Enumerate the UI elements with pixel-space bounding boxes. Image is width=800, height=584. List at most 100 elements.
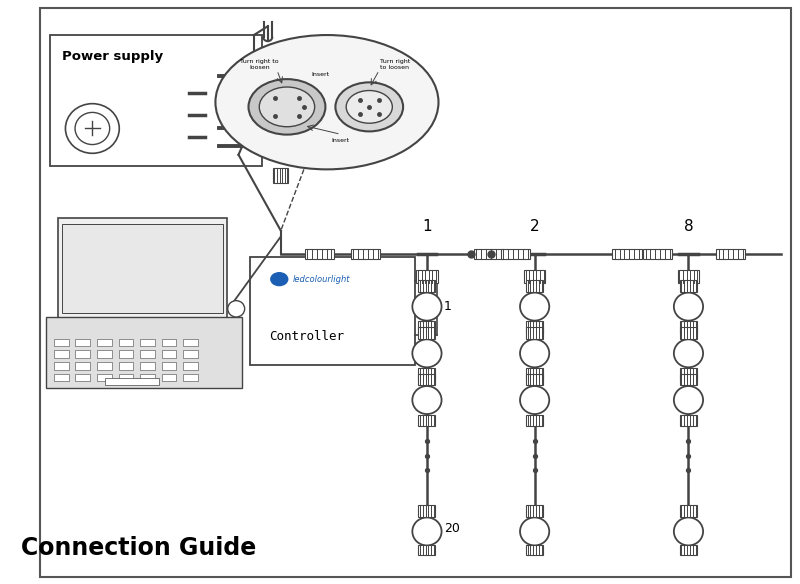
FancyBboxPatch shape (105, 378, 159, 385)
Ellipse shape (215, 35, 438, 169)
Ellipse shape (674, 293, 703, 321)
Ellipse shape (674, 339, 703, 367)
FancyBboxPatch shape (97, 350, 111, 358)
FancyBboxPatch shape (183, 362, 198, 370)
FancyBboxPatch shape (97, 374, 111, 381)
FancyBboxPatch shape (305, 249, 334, 259)
Ellipse shape (520, 386, 550, 414)
FancyBboxPatch shape (418, 415, 435, 426)
FancyBboxPatch shape (716, 249, 746, 259)
FancyBboxPatch shape (140, 374, 154, 381)
Text: Connection Guide: Connection Guide (21, 536, 256, 560)
FancyBboxPatch shape (75, 374, 90, 381)
FancyBboxPatch shape (474, 249, 503, 259)
FancyBboxPatch shape (418, 374, 435, 385)
Text: Power supply: Power supply (62, 50, 162, 62)
FancyBboxPatch shape (140, 339, 154, 346)
FancyBboxPatch shape (526, 545, 543, 555)
Ellipse shape (520, 517, 550, 545)
FancyBboxPatch shape (50, 35, 262, 166)
FancyBboxPatch shape (418, 327, 435, 339)
Text: 1: 1 (422, 218, 432, 234)
FancyBboxPatch shape (680, 374, 697, 385)
FancyBboxPatch shape (54, 374, 69, 381)
FancyBboxPatch shape (680, 280, 697, 292)
FancyBboxPatch shape (416, 270, 438, 283)
FancyBboxPatch shape (643, 249, 672, 259)
FancyBboxPatch shape (162, 339, 176, 346)
Ellipse shape (271, 273, 288, 286)
FancyBboxPatch shape (140, 350, 154, 358)
FancyBboxPatch shape (612, 249, 642, 259)
Text: Insert: Insert (312, 72, 330, 77)
FancyBboxPatch shape (162, 362, 176, 370)
FancyBboxPatch shape (54, 362, 69, 370)
Ellipse shape (412, 517, 442, 545)
FancyBboxPatch shape (54, 339, 69, 346)
FancyBboxPatch shape (183, 350, 198, 358)
FancyBboxPatch shape (118, 374, 133, 381)
Ellipse shape (674, 517, 703, 545)
Text: Controller: Controller (270, 331, 344, 343)
FancyBboxPatch shape (46, 317, 242, 388)
FancyBboxPatch shape (680, 415, 697, 426)
Text: 1: 1 (444, 300, 452, 313)
FancyBboxPatch shape (118, 339, 133, 346)
Ellipse shape (520, 293, 550, 321)
FancyBboxPatch shape (118, 362, 133, 370)
FancyBboxPatch shape (62, 224, 223, 313)
Text: Turn right to
loosen: Turn right to loosen (240, 59, 278, 69)
FancyBboxPatch shape (418, 280, 435, 292)
Ellipse shape (346, 91, 392, 123)
Ellipse shape (259, 87, 314, 127)
FancyBboxPatch shape (501, 249, 530, 259)
Text: ledcolourlight: ledcolourlight (292, 274, 350, 284)
FancyBboxPatch shape (680, 327, 697, 339)
FancyBboxPatch shape (526, 280, 543, 292)
FancyBboxPatch shape (162, 350, 176, 358)
Ellipse shape (66, 103, 119, 153)
FancyBboxPatch shape (58, 218, 227, 319)
FancyBboxPatch shape (526, 327, 543, 339)
Ellipse shape (228, 301, 245, 317)
Ellipse shape (674, 386, 703, 414)
FancyBboxPatch shape (526, 505, 543, 517)
Text: Turn right
to loosen: Turn right to loosen (379, 59, 410, 69)
FancyBboxPatch shape (526, 321, 543, 333)
Text: 20: 20 (444, 522, 460, 535)
Ellipse shape (412, 386, 442, 414)
FancyBboxPatch shape (526, 368, 543, 380)
FancyBboxPatch shape (526, 374, 543, 385)
FancyBboxPatch shape (250, 257, 415, 365)
Text: 2: 2 (530, 218, 539, 234)
FancyBboxPatch shape (75, 350, 90, 358)
FancyBboxPatch shape (418, 321, 435, 333)
FancyBboxPatch shape (351, 249, 380, 259)
Ellipse shape (412, 293, 442, 321)
FancyBboxPatch shape (680, 505, 697, 517)
Ellipse shape (249, 79, 326, 135)
FancyBboxPatch shape (118, 350, 133, 358)
Ellipse shape (520, 339, 550, 367)
Ellipse shape (412, 339, 442, 367)
FancyBboxPatch shape (680, 321, 697, 333)
Ellipse shape (75, 112, 110, 144)
FancyBboxPatch shape (418, 545, 435, 555)
FancyBboxPatch shape (680, 545, 697, 555)
Text: 8: 8 (684, 218, 694, 234)
FancyBboxPatch shape (162, 374, 176, 381)
FancyBboxPatch shape (54, 350, 69, 358)
FancyBboxPatch shape (97, 362, 111, 370)
FancyBboxPatch shape (75, 339, 90, 346)
FancyBboxPatch shape (183, 374, 198, 381)
FancyBboxPatch shape (273, 168, 289, 182)
FancyBboxPatch shape (418, 505, 435, 517)
FancyBboxPatch shape (183, 339, 198, 346)
FancyBboxPatch shape (678, 270, 699, 283)
FancyBboxPatch shape (75, 362, 90, 370)
FancyBboxPatch shape (97, 339, 111, 346)
FancyBboxPatch shape (524, 270, 546, 283)
Text: Insert: Insert (332, 138, 350, 142)
FancyBboxPatch shape (418, 368, 435, 380)
FancyBboxPatch shape (526, 415, 543, 426)
